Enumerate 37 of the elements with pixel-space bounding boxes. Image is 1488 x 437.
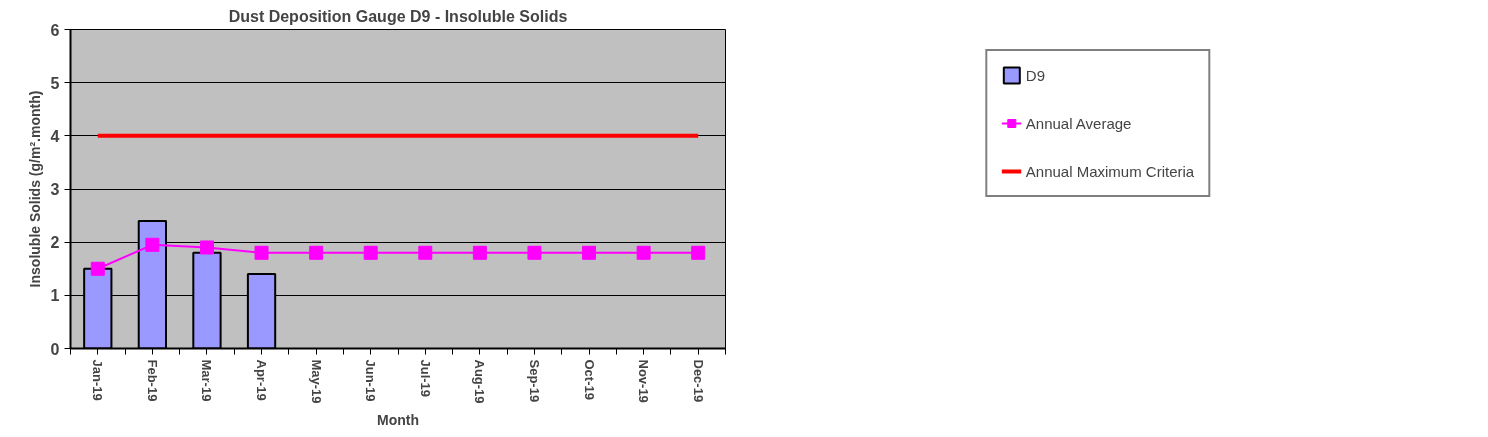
legend-label: D9	[1025, 66, 1046, 84]
legend-label: Annual Average	[1025, 114, 1132, 132]
y-tick-label: 3	[50, 181, 60, 198]
point	[582, 245, 597, 260]
point	[418, 245, 433, 260]
point	[254, 245, 269, 260]
point	[636, 245, 651, 260]
x-tick-label: Sep-19	[526, 359, 542, 403]
point	[90, 261, 105, 276]
x-axis-title: Month	[377, 411, 419, 428]
point	[199, 240, 214, 255]
point	[145, 237, 160, 252]
y-tick-label: 4	[50, 127, 60, 145]
y-tick-label: 5	[50, 74, 60, 92]
chart-title: Dust Deposition Gauge D9 - Insoluble Solids	[228, 7, 568, 25]
y-axis-title: Insoluble Solids (g/m².month)	[26, 90, 43, 288]
y-tick-label: 2	[50, 234, 60, 252]
point	[691, 245, 706, 260]
x-tick-label: May-19	[308, 359, 324, 404]
y-tick-label: 6	[50, 21, 60, 39]
x-tick-label: Oct-19	[581, 359, 597, 400]
y-tick-label: 0	[50, 340, 60, 358]
x-tick-label: Aug-19	[472, 359, 488, 404]
x-tick-label: Jan-19	[90, 359, 106, 401]
x-tick-label: Mar-19	[199, 359, 215, 402]
point	[309, 245, 324, 260]
x-tick-label: Apr-19	[254, 359, 270, 401]
point	[472, 245, 487, 260]
x-tick-label: Nov-19	[636, 359, 652, 403]
point	[527, 245, 542, 260]
x-tick-label: Jun-19	[363, 359, 379, 402]
legend-label: Annual Maximum Criteria	[1025, 162, 1195, 180]
x-tick-label: Feb-19	[144, 359, 160, 402]
y-tick-label: 1	[50, 287, 60, 305]
x-tick-label: Dec-19	[690, 359, 706, 403]
point	[363, 245, 378, 260]
x-tick-label: Jul-19	[417, 359, 433, 398]
